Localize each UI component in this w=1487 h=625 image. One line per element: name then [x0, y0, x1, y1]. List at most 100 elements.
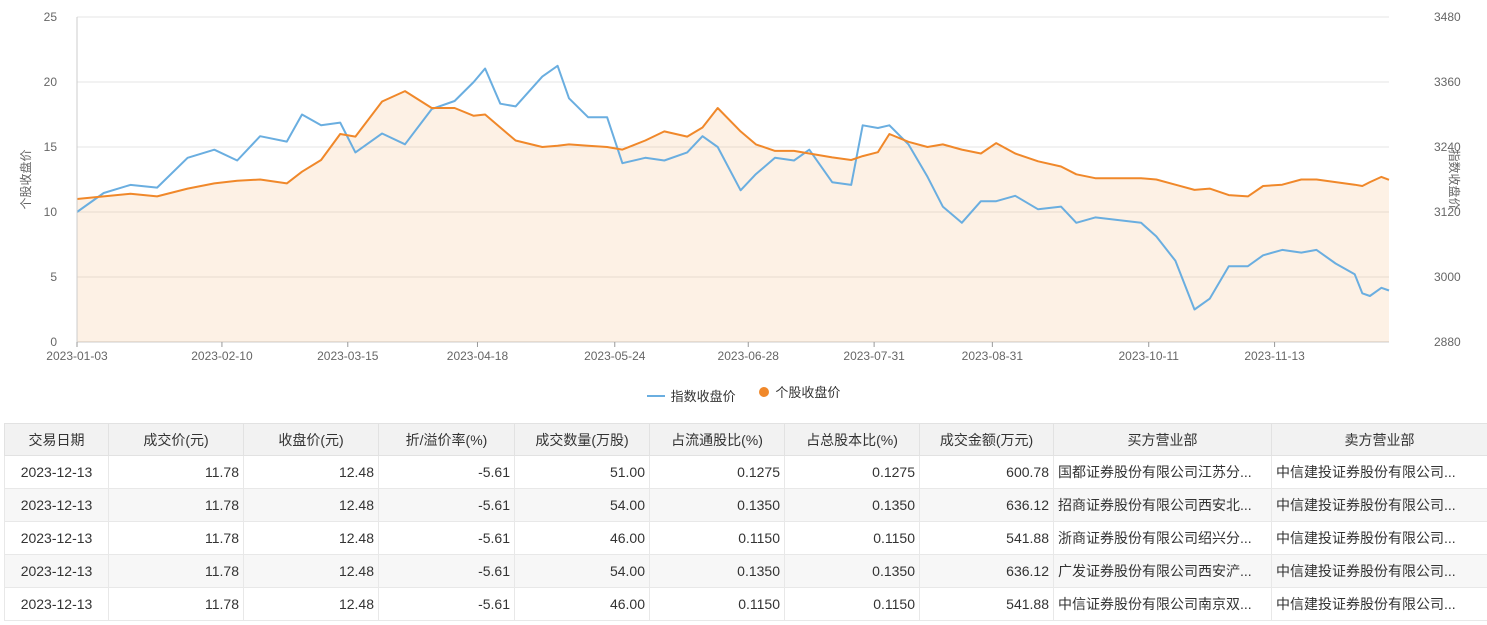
table-row[interactable]: 2023-12-13 11.78 12.48 -5.61 46.00 0.1150 0.11…: [4, 521, 1487, 555]
col-header-close-price[interactable]: 收盘价(元): [243, 423, 379, 456]
cell-trade-date: 2023-12-13: [4, 455, 109, 489]
cell-amount: 600.78: [919, 455, 1054, 489]
cell-amount: 636.12: [919, 488, 1054, 522]
table-row[interactable]: 2023-12-13 11.78 12.48 -5.61 46.00 0.1150 0.11…: [4, 587, 1487, 621]
price-chart: 0 5 10 15 20 25 2880 3000 3120 3240 3360 3480 个股收盘价指…: [0, 10, 1487, 405]
cell-total-ratio: 0.1150: [784, 587, 920, 621]
cell-trade-date: 2023-12-13: [4, 521, 109, 555]
x-tick-label: 2023-04-18: [447, 349, 509, 363]
cell-close-price: 12.48: [243, 587, 379, 621]
block-trade-table: 交易日期 成交价(元) 收盘价(元) 折/溢价率(%) 成交数量(万股) 占流通…: [4, 423, 1487, 621]
right-tick-label: 2880: [1434, 335, 1461, 349]
x-tick-label: 2023-07-31: [843, 349, 905, 363]
legend-dot-swatch-icon: [759, 386, 770, 397]
series-line-stock: [76, 90, 1390, 200]
cell-total-ratio: 0.1275: [784, 455, 920, 489]
cell-trade-price: 11.78: [108, 554, 244, 588]
right-tick-label: 3240: [1434, 140, 1461, 154]
right-axis-title: 指数收盘价: [1447, 149, 1462, 209]
cell-amount: 541.88: [919, 521, 1054, 555]
cell-volume: 46.00: [514, 521, 650, 555]
x-tick-label: 2023-06-28: [718, 349, 780, 363]
cell-volume: 54.00: [514, 554, 650, 588]
cell-trade-price: 11.78: [108, 521, 244, 555]
col-header-total-ratio[interactable]: 占总股本比(%): [784, 423, 920, 456]
col-header-premium-rate[interactable]: 折/溢价率(%): [378, 423, 515, 456]
cell-buyer: 国都证券股份有限公司江苏分...: [1053, 455, 1272, 489]
cell-total-ratio: 0.1350: [784, 488, 920, 522]
col-header-buyer[interactable]: 买方营业部: [1053, 423, 1272, 456]
cell-buyer: 中信证券股份有限公司南京双...: [1053, 587, 1272, 621]
chart-legend: 指数收盘价 个股收盘价: [0, 382, 1487, 405]
cell-buyer: 广发证券股份有限公司西安浐...: [1053, 554, 1272, 588]
right-tick-label: 3120: [1434, 205, 1461, 219]
series-line-index: [76, 64, 1390, 311]
cell-float-ratio: 0.1150: [649, 587, 785, 621]
cell-premium-rate: -5.61: [378, 554, 515, 588]
cell-seller: 中信建投证券股份有限公司...: [1271, 587, 1487, 621]
left-tick-label: 10: [44, 205, 58, 219]
right-tick-label: 3000: [1434, 270, 1461, 284]
cell-close-price: 12.48: [243, 488, 379, 522]
cell-amount: 636.12: [919, 554, 1054, 588]
left-tick-label: 0: [50, 335, 57, 349]
col-header-amount[interactable]: 成交金额(万元): [919, 423, 1054, 456]
cell-close-price: 12.48: [243, 521, 379, 555]
cell-close-price: 12.48: [243, 455, 379, 489]
table-row[interactable]: 2023-12-13 11.78 12.48 -5.61 51.00 0.1275 0.12…: [4, 455, 1487, 489]
cell-premium-rate: -5.61: [378, 488, 515, 522]
legend-item-stock[interactable]: 个股收盘价: [759, 382, 840, 401]
cell-float-ratio: 0.1275: [649, 455, 785, 489]
left-tick-label: 5: [50, 270, 57, 284]
col-header-float-ratio[interactable]: 占流通股比(%): [649, 423, 785, 456]
cell-seller: 中信建投证券股份有限公司...: [1271, 455, 1487, 489]
left-axis-title: 个股收盘价: [18, 149, 33, 209]
left-tick-label: 20: [44, 75, 58, 89]
cell-trade-price: 11.78: [108, 455, 244, 489]
table-row[interactable]: 2023-12-13 11.78 12.48 -5.61 54.00 0.1350 0.13…: [4, 554, 1487, 588]
left-tick-label: 15: [44, 140, 58, 154]
cell-volume: 46.00: [514, 587, 650, 621]
x-tick-label: 2023-02-10: [191, 349, 253, 363]
legend-item-index[interactable]: 指数收盘价: [646, 386, 736, 405]
cell-premium-rate: -5.61: [378, 455, 515, 489]
x-tick-label: 2023-03-15: [317, 349, 379, 363]
cell-trade-date: 2023-12-13: [4, 554, 109, 588]
cell-trade-price: 11.78: [108, 587, 244, 621]
col-header-seller[interactable]: 卖方营业部: [1271, 423, 1487, 456]
col-header-trade-price[interactable]: 成交价(元): [108, 423, 244, 456]
cell-premium-rate: -5.61: [378, 521, 515, 555]
cell-premium-rate: -5.61: [378, 587, 515, 621]
series-area-stock: [77, 91, 1389, 342]
col-header-trade-date[interactable]: 交易日期: [4, 423, 109, 456]
col-header-volume[interactable]: 成交数量(万股): [514, 423, 650, 456]
cell-volume: 51.00: [514, 455, 650, 489]
legend-line-swatch-icon: [646, 394, 665, 397]
legend-label-index: 指数收盘价: [670, 389, 736, 404]
cell-trade-date: 2023-12-13: [4, 488, 109, 522]
x-tick-label: 2023-10-11: [1118, 349, 1179, 363]
cell-buyer: 招商证券股份有限公司西安北...: [1053, 488, 1272, 522]
cell-seller: 中信建投证券股份有限公司...: [1271, 488, 1487, 522]
cell-volume: 54.00: [514, 488, 650, 522]
chart-canvas: 0 5 10 15 20 25 2880 3000 3120 3240 3360 3480 个股收盘价 指…: [18, 10, 1462, 363]
left-tick-label: 25: [44, 10, 58, 24]
cell-total-ratio: 0.1150: [784, 521, 920, 555]
cell-trade-price: 11.78: [108, 488, 244, 522]
right-tick-label: 3480: [1434, 10, 1461, 24]
table-header-row: 交易日期 成交价(元) 收盘价(元) 折/溢价率(%) 成交数量(万股) 占流通…: [4, 423, 1487, 456]
cell-float-ratio: 0.1350: [649, 488, 785, 522]
x-tick-label: 2023-08-31: [962, 349, 1024, 363]
cell-trade-date: 2023-12-13: [4, 587, 109, 621]
cell-float-ratio: 0.1350: [649, 554, 785, 588]
cell-seller: 中信建投证券股份有限公司...: [1271, 521, 1487, 555]
x-tick-label: 2023-05-24: [584, 349, 646, 363]
cell-total-ratio: 0.1350: [784, 554, 920, 588]
cell-buyer: 浙商证券股份有限公司绍兴分...: [1053, 521, 1272, 555]
table-row[interactable]: 2023-12-13 11.78 12.48 -5.61 54.00 0.1350 0.13…: [4, 488, 1487, 522]
cell-amount: 541.88: [919, 587, 1054, 621]
cell-float-ratio: 0.1150: [649, 521, 785, 555]
cell-close-price: 12.48: [243, 554, 379, 588]
right-tick-label: 3360: [1434, 75, 1461, 89]
legend-label-stock: 个股收盘价: [775, 385, 841, 400]
